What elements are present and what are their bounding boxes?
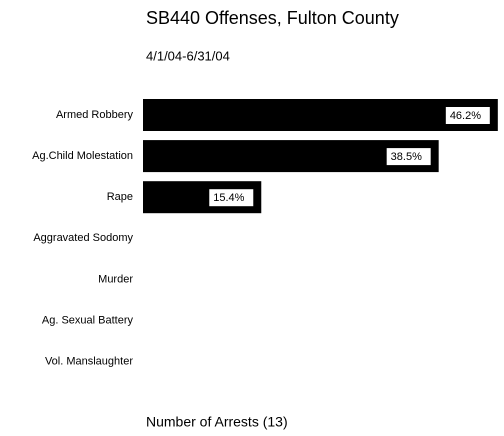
y-tick-label: Rape xyxy=(107,191,133,203)
x-axis-label: Number of Arrests (13) xyxy=(146,414,288,430)
y-tick-label: Murder xyxy=(98,273,133,285)
value-label: 38.5% xyxy=(391,151,422,163)
y-tick-label: Aggravated Sodomy xyxy=(33,232,133,244)
y-tick-label: Vol. Manslaughter xyxy=(45,356,133,368)
chart-subtitle: 4/1/04-6/31/04 xyxy=(146,48,230,63)
value-label: 46.2% xyxy=(450,110,481,122)
y-tick-label: Armed Robbery xyxy=(56,109,134,121)
y-tick-label: Ag.Child Molestation xyxy=(32,150,133,162)
bar xyxy=(143,99,498,131)
value-label: 15.4% xyxy=(213,192,244,204)
chart-title: SB440 Offenses, Fulton County xyxy=(146,8,399,28)
value-label-box xyxy=(209,189,254,207)
y-tick-label: Ag. Sexual Battery xyxy=(42,314,134,326)
value-label-box xyxy=(386,148,431,166)
value-label-box xyxy=(445,107,490,124)
